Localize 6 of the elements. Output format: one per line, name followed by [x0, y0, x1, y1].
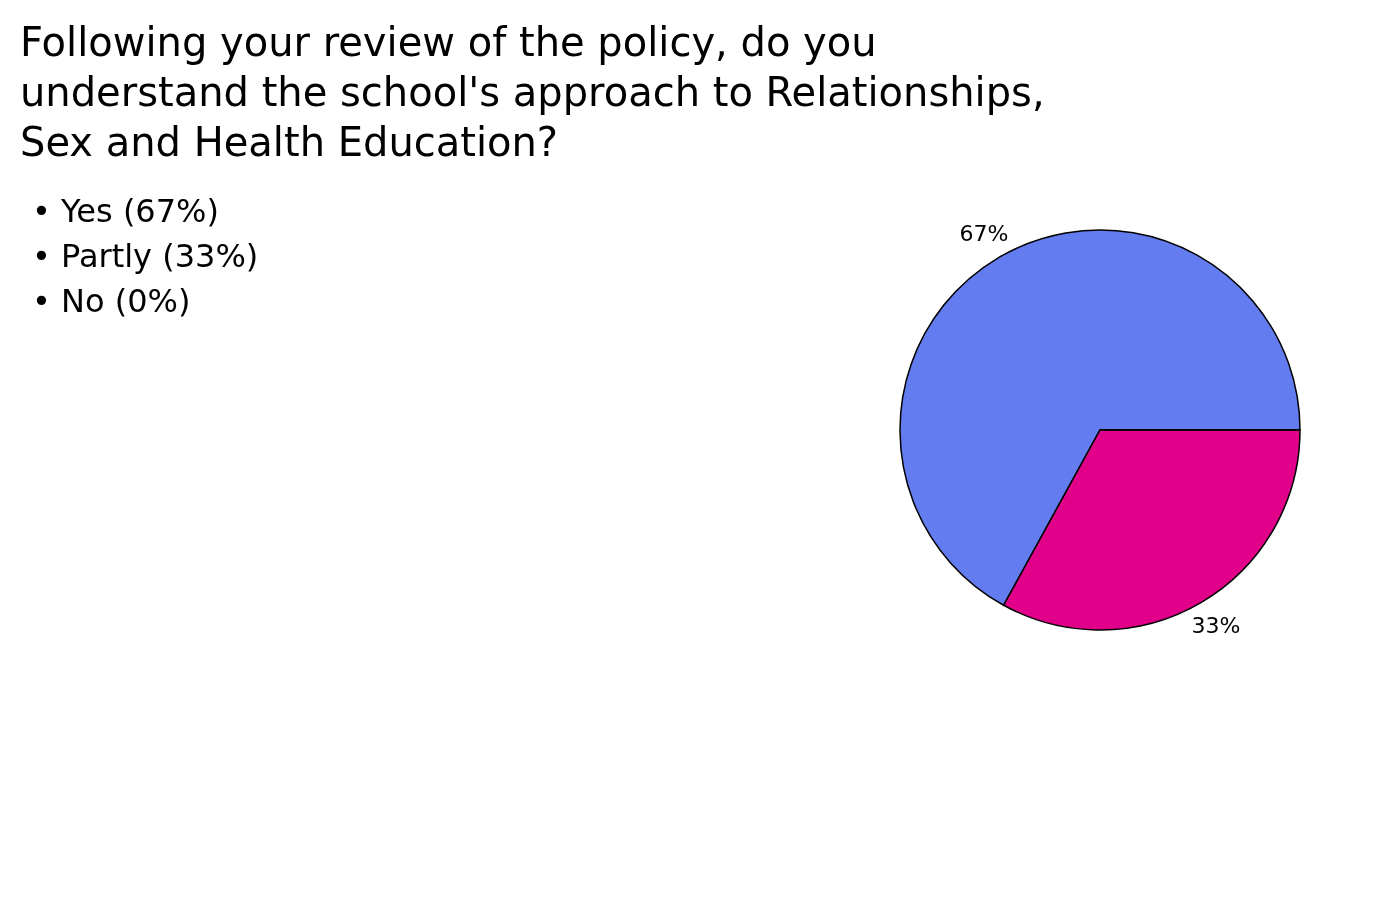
data-label: 67% — [959, 220, 1009, 246]
text: • Yes (67%) — [32, 192, 219, 230]
text: • Partly (33%) — [32, 237, 259, 275]
data-label: 33% — [1191, 613, 1241, 639]
text: • No (0%) — [32, 282, 191, 320]
text: Following your review of the policy, do you understand the school's approach to Relationships, Sex and Health Education? — [20, 19, 1045, 165]
